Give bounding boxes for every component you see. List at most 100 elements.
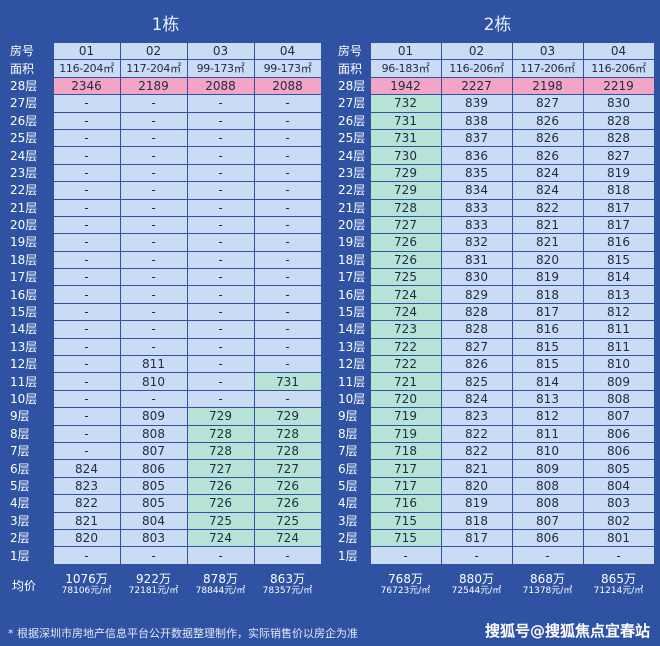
price-cell: 803 (119, 528, 188, 548)
floor-label: 22层 (10, 183, 38, 198)
avg-unit-price: 78357元/㎡ (262, 586, 313, 596)
price-cell: - (119, 285, 188, 304)
price-cell: - (253, 128, 322, 148)
floor-row: 22层 - - - - (8, 181, 322, 200)
price-cell: 726 (253, 494, 322, 513)
price-cell: - (186, 111, 255, 130)
floor-row: 20层 - - - - (8, 215, 322, 235)
price-cell: 811 (582, 320, 655, 339)
floor-row: 24层 - - - - (8, 146, 322, 165)
price-cell: 818 (511, 285, 584, 304)
avg-price-cell: 1076万 78106元/㎡ (53, 572, 120, 597)
price-cell: 806 (511, 528, 584, 548)
floor-label: 28层 (10, 78, 38, 93)
price-cell: 732 (369, 94, 442, 113)
floor-row: 11层 -810-731 (8, 372, 322, 391)
floor-label: 26层 (338, 113, 366, 128)
price-cell: 811 (582, 337, 655, 357)
price-cell: 805 (582, 459, 655, 478)
floor-row: 4层 716 819 808 803 (336, 494, 655, 513)
price-cell: 836 (440, 146, 513, 165)
price-cell: 810 (582, 355, 655, 374)
price-cell: 821 (511, 233, 584, 252)
floor-row: 17层 725 830 819 814 (336, 268, 655, 287)
price-cell: 832 (440, 233, 513, 252)
price-cell: 728 (253, 424, 322, 443)
unit-area: 99-173㎡ (186, 59, 255, 78)
price-cell: 731 (253, 372, 322, 391)
price-cell: 813 (582, 285, 655, 304)
unit-area: 116-206㎡ (582, 59, 655, 78)
avg-unit-price: 71378元/㎡ (522, 586, 573, 596)
price-cell: - (52, 320, 121, 339)
price-cell: 823 (440, 407, 513, 426)
price-cell: 2198 (511, 76, 584, 96)
avg-unit-price: 72181元/㎡ (128, 586, 179, 596)
unit-number: 02 (119, 41, 188, 61)
price-cell: - (186, 320, 255, 339)
price-cell: - (52, 163, 121, 183)
floor-row: 11层 721 825 814 809 (336, 372, 655, 391)
price-cell: 806 (119, 459, 188, 478)
price-cell: - (186, 372, 255, 391)
price-cell: - (253, 355, 322, 374)
floor-row: 1层 - - - - (8, 546, 322, 565)
floor-label: 26层 (10, 113, 38, 128)
price-cell: 724 (186, 528, 255, 548)
floor-label: 9层 (10, 409, 30, 424)
avg-price-label: 均价 (12, 579, 37, 593)
price-cell: 814 (511, 372, 584, 391)
price-cell: - (119, 163, 188, 183)
unit-row-label: 房号 (10, 44, 35, 59)
floor-label: 13层 (338, 339, 366, 354)
price-cell: 816 (511, 320, 584, 339)
price-cell: - (253, 94, 322, 113)
floor-row: 12层 722 826 815 810 (336, 355, 655, 374)
floor-label: 6层 (338, 461, 358, 476)
price-cell: 821 (440, 459, 513, 478)
price-cell: - (52, 355, 121, 374)
floor-label: 23层 (338, 165, 366, 180)
price-cell: - (186, 302, 255, 322)
price-cell: - (440, 546, 513, 565)
avg-total-price: 878万 (203, 572, 238, 586)
floor-label: 15层 (338, 305, 366, 320)
price-cell: 813 (511, 389, 584, 409)
unit-number: 02 (440, 41, 513, 61)
floor-label: 10层 (338, 392, 366, 406)
footnote: * 根据深圳市房地产信息平台公开数据整理制作，实际销售价以房企为准 (8, 627, 358, 640)
price-cell: - (52, 94, 121, 113)
price-cell: 805 (119, 494, 188, 513)
price-cell: - (119, 302, 188, 322)
floor-row: 10层 - - - - (8, 389, 322, 409)
floor-row: 5层 823 805 726 726 (8, 476, 322, 496)
floor-row: 8层 719 822 811 806 (336, 424, 655, 443)
floor-row: 18层 726 831 820 815 (336, 250, 655, 270)
floor-row: 14层 - - - - (8, 320, 322, 339)
price-cell: 715 (369, 511, 442, 530)
price-cell: 728 (186, 424, 255, 443)
price-cell: 827 (511, 94, 584, 113)
price-cell: 718 (369, 441, 442, 461)
price-cell: 823 (52, 476, 121, 496)
price-cell: - (52, 546, 121, 565)
floor-row: 28层 2346 2189 2088 2088 (8, 76, 322, 96)
price-cell: 820 (511, 250, 584, 270)
price-cell: - (253, 181, 322, 200)
price-cell: - (52, 181, 121, 200)
unit-area: 99-173㎡ (253, 59, 322, 78)
floor-label: 1层 (10, 548, 30, 563)
price-cell: 819 (582, 163, 655, 183)
unit-number: 04 (582, 41, 655, 61)
price-cell: 804 (582, 476, 655, 496)
price-cell: 725 (369, 268, 442, 287)
floor-label: 4层 (10, 496, 30, 511)
floor-label: 15层 (10, 305, 38, 320)
price-cell: 810 (119, 372, 188, 391)
price-cell: 822 (52, 494, 121, 513)
price-cell: 806 (582, 441, 655, 461)
unit-area: 96-183㎡ (369, 59, 442, 78)
price-cell: 826 (511, 111, 584, 130)
price-cell: 2189 (119, 76, 188, 96)
floor-label: 28层 (338, 78, 366, 93)
